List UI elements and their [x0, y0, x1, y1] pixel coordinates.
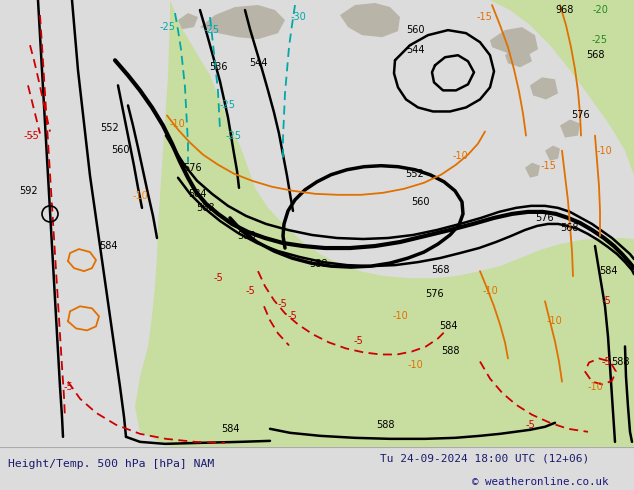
Text: -15: -15: [540, 161, 556, 171]
Text: -10: -10: [452, 150, 468, 161]
Text: -5: -5: [29, 130, 39, 141]
Text: 552: 552: [101, 122, 119, 132]
Text: -25: -25: [204, 25, 220, 35]
Text: 588: 588: [441, 346, 459, 357]
Polygon shape: [178, 13, 198, 29]
Text: -10: -10: [169, 119, 185, 128]
Text: -10: -10: [587, 382, 603, 392]
Text: 576: 576: [425, 289, 444, 299]
Text: -5: -5: [245, 286, 255, 296]
Text: 592: 592: [18, 186, 37, 196]
Text: 968: 968: [556, 5, 574, 15]
Text: 536: 536: [209, 62, 227, 73]
Text: -5: -5: [601, 296, 611, 306]
Text: -5: -5: [63, 382, 73, 392]
Text: 568: 568: [586, 50, 604, 60]
Text: Tu 24-09-2024 18:00 UTC (12+06): Tu 24-09-2024 18:00 UTC (12+06): [380, 454, 590, 464]
Text: -5: -5: [23, 130, 33, 141]
Polygon shape: [135, 0, 634, 447]
Text: -25: -25: [226, 130, 242, 141]
Text: -10: -10: [596, 146, 612, 156]
Text: 576: 576: [571, 110, 590, 121]
Text: 568: 568: [196, 203, 214, 213]
Text: 560: 560: [406, 25, 424, 35]
Polygon shape: [340, 3, 400, 37]
Text: 544: 544: [249, 58, 268, 68]
Text: 576: 576: [183, 163, 202, 172]
Polygon shape: [525, 163, 540, 178]
Text: 576: 576: [534, 213, 553, 223]
Text: -5: -5: [525, 420, 535, 430]
Text: Height/Temp. 500 hPa [hPa] NAM: Height/Temp. 500 hPa [hPa] NAM: [8, 459, 214, 469]
Text: 584: 584: [221, 424, 239, 434]
Text: 588: 588: [376, 420, 394, 430]
Text: -5: -5: [601, 357, 611, 367]
Text: 584: 584: [188, 189, 206, 199]
Text: 584: 584: [598, 266, 618, 276]
Text: -25: -25: [160, 22, 176, 32]
Text: 588: 588: [611, 357, 630, 367]
Text: 588: 588: [236, 231, 256, 241]
Text: -25: -25: [592, 35, 608, 45]
Text: -10: -10: [482, 286, 498, 296]
Text: -10: -10: [407, 360, 423, 369]
Text: 544: 544: [406, 45, 424, 55]
Polygon shape: [530, 77, 558, 99]
Text: 560: 560: [411, 197, 429, 207]
Text: -5: -5: [213, 273, 223, 283]
Text: -10: -10: [392, 311, 408, 321]
Text: -30: -30: [290, 12, 306, 22]
Polygon shape: [200, 5, 285, 39]
Text: © weatheronline.co.uk: © weatheronline.co.uk: [472, 477, 609, 487]
Polygon shape: [355, 9, 385, 29]
Text: 568: 568: [430, 265, 450, 275]
Text: -5: -5: [287, 311, 297, 321]
Text: -20: -20: [592, 5, 608, 15]
Text: -15: -15: [476, 12, 492, 22]
Text: 552: 552: [406, 169, 424, 179]
Text: 560: 560: [111, 145, 129, 155]
Text: 584: 584: [99, 241, 117, 251]
Polygon shape: [490, 0, 634, 176]
Text: -25: -25: [220, 100, 236, 110]
Text: 584: 584: [439, 321, 457, 331]
Polygon shape: [490, 27, 538, 57]
Text: -10: -10: [132, 191, 148, 201]
Polygon shape: [545, 146, 560, 161]
Text: -10: -10: [546, 317, 562, 326]
Text: 588: 588: [309, 259, 327, 269]
Text: -5: -5: [277, 299, 287, 309]
Polygon shape: [505, 47, 532, 67]
Text: 568: 568: [560, 223, 578, 233]
Text: -5: -5: [353, 337, 363, 346]
Polygon shape: [560, 120, 580, 138]
